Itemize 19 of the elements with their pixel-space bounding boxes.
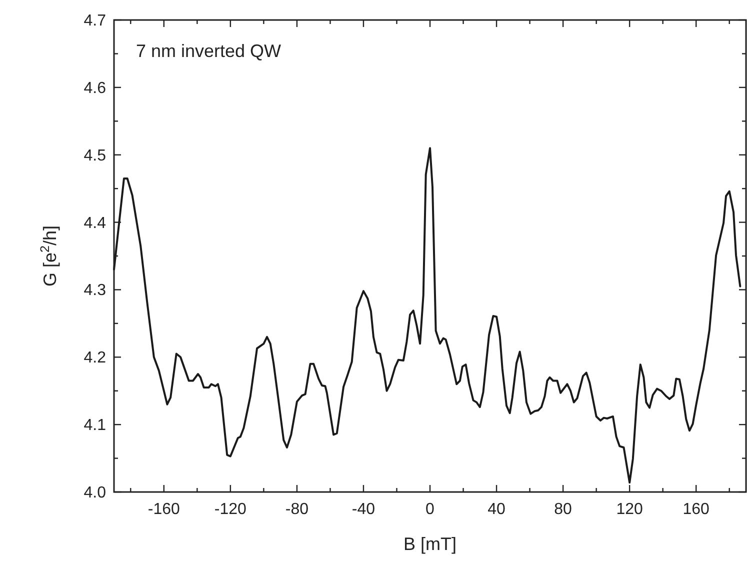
x-tick-label: 80 [554,501,572,518]
x-tick-label: -80 [285,501,309,518]
y-tick-label: 4.0 [84,484,106,502]
y-tick-label: 4.3 [84,282,106,300]
x-axis-title: B [mT] [404,534,456,554]
y-tick-label: 4.1 [84,417,106,434]
x-tick-label: 120 [616,501,644,518]
x-tick-label: -160 [148,501,180,518]
annotation: 7 nm inverted QW [136,41,282,61]
x-tick-label: -120 [214,501,247,518]
y-tick-label: 4.6 [84,80,106,97]
y-tick-label: 4.5 [84,147,106,164]
x-tick-label: -40 [352,501,376,518]
y-tick-label: 4.7 [84,12,106,30]
x-tick-label: 40 [488,501,506,518]
x-tick-label: 0 [426,501,435,518]
x-tick-label: 160 [682,501,710,518]
y-tick-label: 4.4 [84,214,106,232]
y-tick-label: 4.2 [84,350,106,367]
